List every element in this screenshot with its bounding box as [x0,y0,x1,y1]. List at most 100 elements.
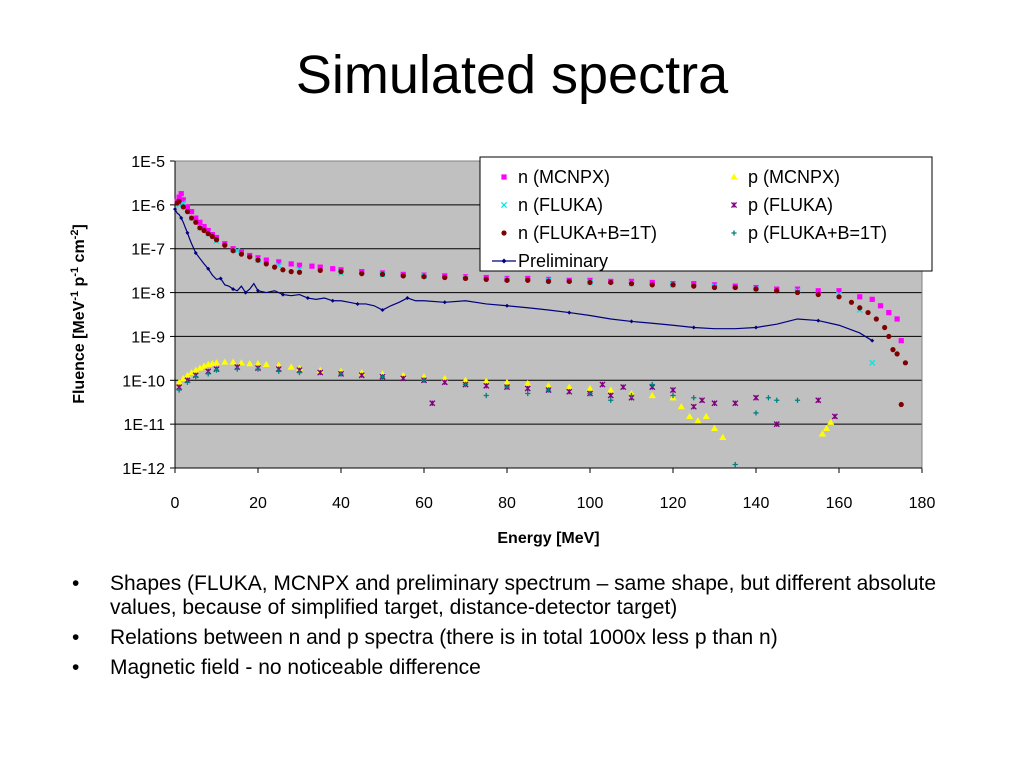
data-point [296,262,303,268]
data-point [380,308,385,313]
data-point [218,276,223,281]
legend-label: n (FLUKA) [518,195,603,215]
data-point [608,279,614,286]
y-tick-label: 1E-5 [131,154,165,171]
x-tick-label: 140 [743,495,770,512]
data-point [175,378,183,385]
data-point [690,403,697,410]
data-point [209,233,215,240]
data-point [184,379,191,385]
legend-swatch [501,258,507,264]
data-point [189,209,195,215]
bullet-item: • Magnetic field - no noticeable differen… [72,656,972,680]
data-point [254,360,262,367]
chart: 1E-12 1E-11 1E-10 1E-9 1E-8 1E-7 1E-6 1E-5 0 20 4… [69,154,935,547]
data-point [711,282,718,288]
data-point [848,299,855,305]
data-point [400,273,406,279]
data-point [405,296,410,301]
legend-swatch [730,201,738,209]
data-point [649,381,655,388]
y-tick-label: 1E-10 [122,373,165,390]
data-point [869,359,876,366]
bullet-text: Relations between n and p spectra (there… [110,626,778,649]
data-point [442,274,448,281]
data-point [246,360,254,367]
data-point [566,278,572,284]
data-point [670,282,676,288]
data-point [525,390,531,397]
data-point [620,384,627,391]
data-point [566,388,573,395]
data-point [441,379,448,386]
data-point [305,296,310,301]
data-point [753,286,759,292]
data-point [178,191,184,197]
legend-swatch [501,230,507,236]
data-point [836,294,842,300]
legend-item: n (FLUKA+B=1T) [501,223,657,243]
data-point [192,366,200,373]
legend-label: n (MCNPX) [518,167,610,187]
data-point [752,394,760,401]
data-point [794,286,801,292]
data-point [288,261,294,267]
data-point [234,366,240,372]
data-point [649,282,655,288]
data-point [256,288,260,293]
data-point [275,361,283,368]
data-point [827,418,835,425]
data-point [628,281,635,287]
data-point [865,309,871,316]
data-point [317,267,323,274]
data-point [183,371,192,378]
data-point [544,382,553,389]
data-point [255,366,261,372]
y-tick-label: 1E-8 [131,286,165,303]
legend-item: p (FLUKA+B=1T) [731,223,887,243]
data-point [608,397,614,403]
data-point [230,248,236,254]
data-point [255,257,261,263]
data-point [857,305,863,311]
data-point [815,397,822,404]
data-point [243,290,248,295]
data-point [607,386,615,393]
data-point [702,412,710,420]
legend: n (MCNPX) p (MCNPX) n (FLUKA) p (FLUKA) n (F… [479,156,933,272]
data-point [179,374,187,382]
data-point [818,430,826,437]
data-point [205,227,211,234]
data-point [338,269,344,275]
data-point [262,360,270,368]
data-point [221,358,229,365]
data-point [545,278,552,284]
data-point [213,367,220,373]
legend-item: p (FLUKA) [730,195,833,215]
data-point [483,276,489,282]
x-tick-label: 160 [826,495,853,512]
data-point [193,215,199,221]
data-point [237,359,245,366]
legend-label: Preliminary [518,251,608,271]
data-point [628,392,635,399]
data-point [691,283,697,289]
data-point [358,372,365,379]
legend-swatch [501,174,507,180]
data-point [176,387,182,393]
data-point [200,362,208,369]
data-point [483,382,490,389]
data-point [567,310,572,315]
data-point [629,319,634,324]
data-point [442,300,447,305]
slide-title: Simulated spectra [295,45,729,105]
data-point [179,216,184,221]
data-point [504,277,510,283]
data-point [272,264,278,270]
data-point [607,392,614,399]
data-point [774,288,780,294]
data-point [193,374,199,380]
y-tick-labels: 1E-12 1E-11 1E-10 1E-9 1E-8 1E-7 1E-6 1E-5 [122,154,165,478]
data-point [441,374,449,382]
data-point [280,292,285,297]
